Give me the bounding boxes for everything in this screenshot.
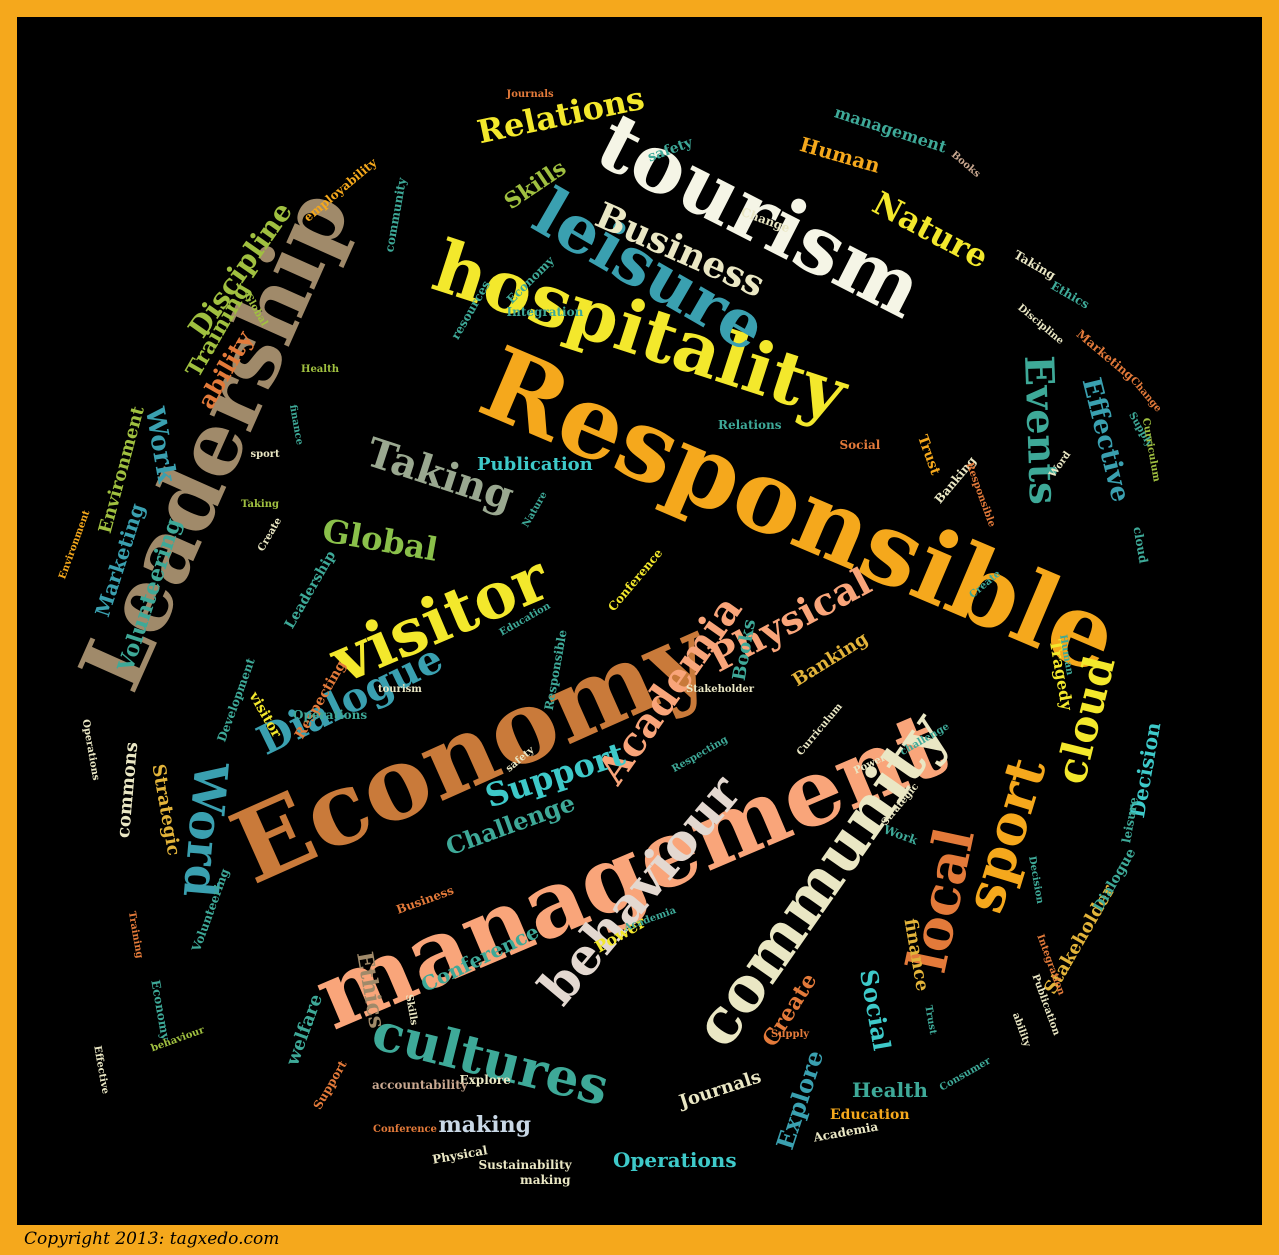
cloud-word: accountability <box>372 1078 468 1092</box>
cloud-word: Respecting <box>670 734 730 775</box>
cloud-word: sport <box>250 449 280 460</box>
cloud-word: cultures <box>365 1000 615 1119</box>
cloud-word: Dialogue <box>1090 845 1140 915</box>
cloud-word: Effective <box>1075 374 1135 506</box>
cloud-word: Training <box>125 910 145 960</box>
cloud-word: Consumer <box>937 1055 993 1094</box>
cloud-word: Create <box>255 515 284 554</box>
cloud-word: Effective <box>90 1044 111 1095</box>
cloud-word: Books <box>948 149 983 180</box>
cloud-word: community <box>381 176 409 254</box>
cloud-word: Operations <box>79 718 102 782</box>
cloud-word: Human <box>797 132 883 178</box>
cloud-word: Social <box>853 967 897 1053</box>
cloud-word: Journals <box>676 1066 764 1113</box>
cloud-word: Discipline <box>1015 302 1066 347</box>
cloud-word: Publication <box>477 454 593 475</box>
cloud-word: Explore <box>459 1073 511 1087</box>
cloud-word: Trust <box>922 1004 939 1036</box>
cloud-word: welfare <box>282 991 328 1069</box>
cloud-word: Environment <box>56 508 92 581</box>
cloud-word: Decision <box>1026 855 1046 905</box>
cloud-word: Social <box>839 438 881 452</box>
cloud-word: Taking <box>360 428 520 521</box>
cloud-word: leisure <box>1119 796 1142 844</box>
cloud-word: cloud <box>1129 525 1151 565</box>
cloud-word: Events <box>1014 354 1067 506</box>
cloud-word: Health <box>852 1078 928 1102</box>
cloud-word: Stakeholder <box>686 684 754 695</box>
cloud-word: ability <box>1009 1011 1032 1049</box>
cloud-word: finance <box>286 403 305 446</box>
cloud-word: Leadership <box>59 174 370 705</box>
cloud-word: Education <box>830 1107 910 1123</box>
cloud-word: Taking <box>1011 247 1058 283</box>
cloud-word: commons <box>112 741 143 839</box>
cloud-word: Journals <box>506 89 554 100</box>
cloud-word: Support <box>310 1058 350 1112</box>
cloud-word: Relations <box>718 418 782 432</box>
cloud-word: making <box>520 1173 571 1187</box>
cloud-word: Nature <box>520 490 550 530</box>
cloud-word: Ethics <box>1048 278 1092 312</box>
cloud-word: Change <box>1127 374 1164 415</box>
cloud-word: Sustainability <box>478 1158 572 1172</box>
cloud-word: Integration <box>506 305 584 319</box>
word-cloud: Responsible management Economy Leadership ho… <box>17 17 1262 1225</box>
cloud-word: Economy <box>147 978 173 1042</box>
cloud-word: Academia <box>811 1119 879 1145</box>
cloud-word: Trust <box>913 432 943 478</box>
cloud-word: Curriculum <box>1139 417 1162 483</box>
cloud-word: Health <box>301 364 339 375</box>
cloud-word: making <box>438 1112 532 1138</box>
cloud-word: Leadership <box>281 548 339 632</box>
cloud-word: Supply <box>771 1029 810 1040</box>
cloud-word: Operations <box>613 1148 737 1172</box>
cloud-word: Strategic <box>146 762 184 858</box>
cloud-word: Operations <box>293 708 368 722</box>
cloud-word: Taking <box>241 499 279 510</box>
cloud-word: tourism <box>378 684 422 695</box>
copyright-text: Copyright 2013: tagxedo.com <box>24 1229 280 1249</box>
cloud-word: Conference <box>373 1124 437 1135</box>
